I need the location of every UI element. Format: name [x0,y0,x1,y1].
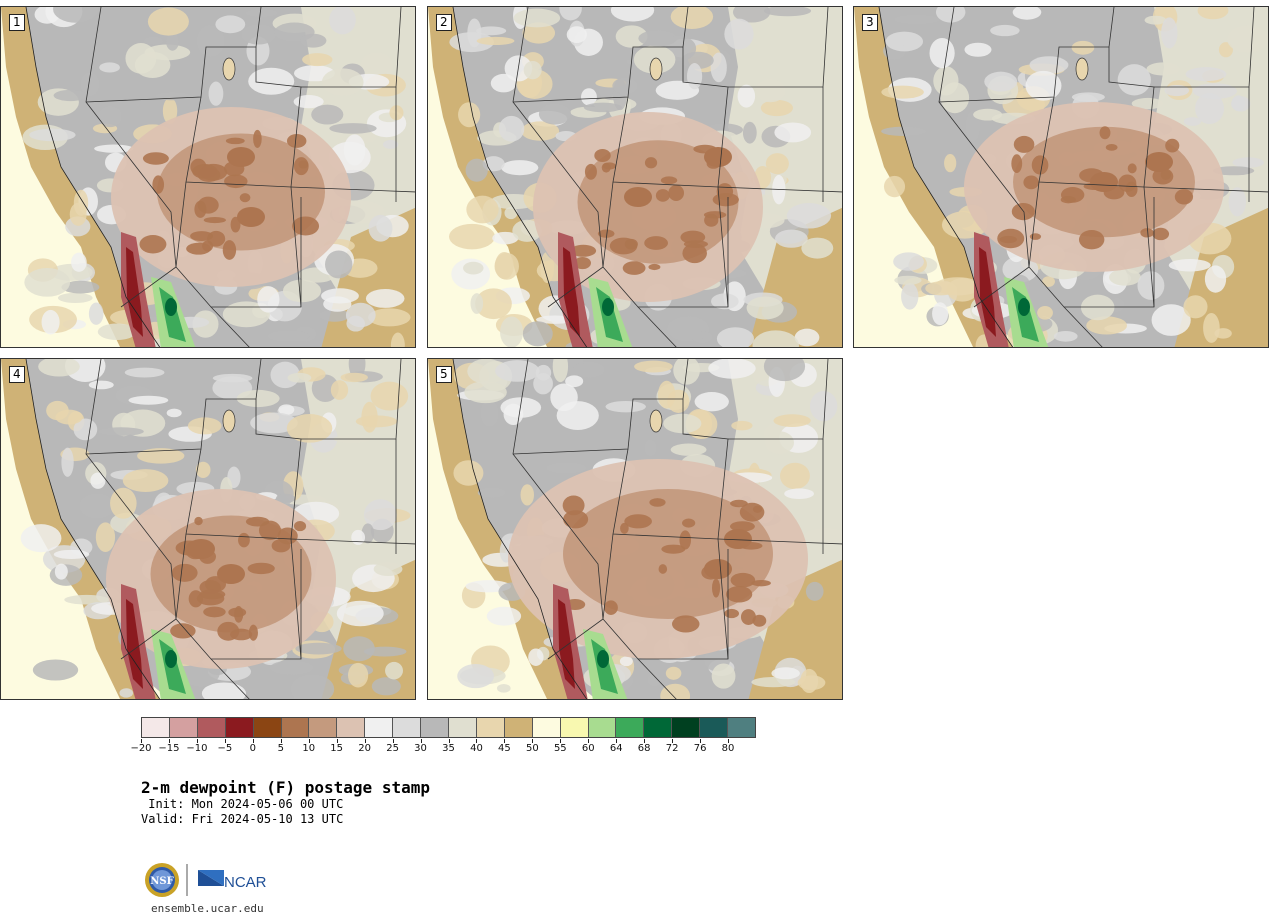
panel-label: 5 [436,366,452,383]
colorbar-swatch [393,718,422,737]
colorbar-swatch [616,718,645,737]
colorbar-tick [364,739,366,743]
colorbar-swatch [365,718,394,737]
colorbar-tick [476,739,478,743]
colorbar-tick [420,739,422,743]
colorbar-tick [560,739,562,743]
colorbar-tick-label: 80 [721,743,735,754]
colorbar-tick [141,739,142,743]
colorbar-tick-label: 35 [442,743,455,754]
colorbar-swatch [728,718,755,737]
colorbar-swatch [476,718,505,737]
colorbar-swatch [532,718,561,737]
dewpoint-map [1,7,415,347]
colorbar-tick-label: −5 [217,743,233,754]
panel-label: 2 [436,14,452,31]
colorbar-tick-label: 64 [609,743,623,754]
colorbar-swatch [281,718,310,737]
colorbar-tick [252,739,254,743]
colorbar-swatch [672,718,701,737]
colorbar-tick-label: 76 [693,743,707,754]
colorbar-swatch [588,718,617,737]
colorbar-tick [532,739,534,743]
map-panel-1: 1 [0,6,416,348]
colorbar-tick [308,739,310,743]
colorbar-tick [280,739,282,743]
colorbar-tick [728,739,730,743]
dewpoint-map [854,7,1268,347]
colorbar-swatch [142,718,170,737]
colorbar-tick-label: 45 [498,743,511,754]
colorbar-tick-label: 10 [302,743,316,754]
nsf-seal-icon: NSF [145,863,179,897]
map-panel-5: 5 [427,358,843,700]
nsf-seal-text: NSF [150,876,173,887]
colorbar-swatch [560,718,589,737]
ncar-logo-icon: NCAR [198,870,267,891]
colorbar-swatch [504,718,533,737]
colorbar-tick-label: 60 [581,743,595,754]
colorbar-tick-label: 50 [525,743,539,754]
colorbar-tick-label: 5 [277,743,284,754]
colorbar-swatch [253,718,282,737]
colorbar-tick-label: 20 [358,743,371,754]
map-panel-4: 4 [0,358,416,700]
plot-title: 2-m dewpoint (F) postage stamp [141,778,430,797]
colorbar-tick [392,739,394,743]
colorbar-tick [644,739,646,743]
colorbar-tick-label: 15 [330,743,344,754]
colorbar-tick-label: 40 [470,743,483,754]
map-panel-3: 3 [853,6,1269,348]
dewpoint-colorbar [141,717,756,738]
colorbar-tick-label: −10 [186,743,208,754]
panel-label: 4 [9,366,25,383]
colorbar-tick [224,739,226,743]
colorbar-swatch [700,718,729,737]
colorbar-swatch [197,718,226,737]
colorbar-tick-label: 0 [249,743,256,754]
colorbar-tick [672,739,674,743]
colorbar-swatch [644,718,673,737]
nsf-ncar-logo: NSF NCAR [145,863,267,897]
colorbar-tick [700,739,702,743]
panel-label: 3 [862,14,878,31]
colorbar-tick-label: −20 [130,743,152,754]
valid-time: Valid: Fri 2024-05-10 13 UTC [141,812,344,826]
colorbar-tick [588,739,590,743]
colorbar-swatch [169,718,198,737]
dewpoint-map [428,7,842,347]
site-url: ensemble.ucar.edu [151,902,264,915]
colorbar-swatch [225,718,254,737]
colorbar-tick-label: 68 [637,743,651,754]
colorbar-tick-label: 55 [553,743,567,754]
map-panel-2: 2 [427,6,843,348]
colorbar-tick-label: −15 [158,743,180,754]
panel-label: 1 [9,14,25,31]
colorbar-tick-label: 30 [414,743,427,754]
colorbar-tick [336,739,338,743]
colorbar-tick [448,739,450,743]
colorbar-swatch [309,718,338,737]
dewpoint-map [428,359,842,699]
colorbar-tick [168,739,170,743]
init-time: Init: Mon 2024-05-06 00 UTC [141,797,344,811]
colorbar-swatch [448,718,477,737]
colorbar-tick-label: 25 [386,743,399,754]
colorbar-swatch [421,718,449,737]
colorbar-tick [196,739,198,743]
colorbar-tick [616,739,618,743]
colorbar-swatch [337,718,366,737]
colorbar-ticks: −20 −15 −10 −5 0 5 10 15 20 25 30 35 40 45 50 55 60 64 68 7… [130,739,756,759]
colorbar-tick-label: 72 [665,743,679,754]
dewpoint-map [1,359,415,699]
ncar-wordmark: NCAR [224,874,267,891]
colorbar-tick [504,739,506,743]
